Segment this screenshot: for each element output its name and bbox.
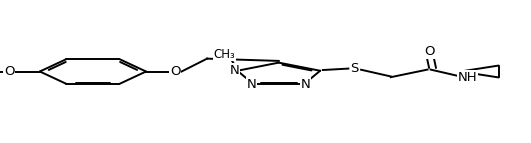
Text: N: N (230, 64, 239, 77)
Text: CH₃: CH₃ (213, 48, 235, 61)
Text: O: O (170, 65, 181, 78)
Text: O: O (424, 45, 434, 58)
Text: N: N (247, 78, 256, 91)
Text: NH: NH (458, 71, 477, 84)
Text: N: N (301, 78, 311, 91)
Text: S: S (350, 62, 359, 75)
Text: O: O (4, 65, 14, 78)
